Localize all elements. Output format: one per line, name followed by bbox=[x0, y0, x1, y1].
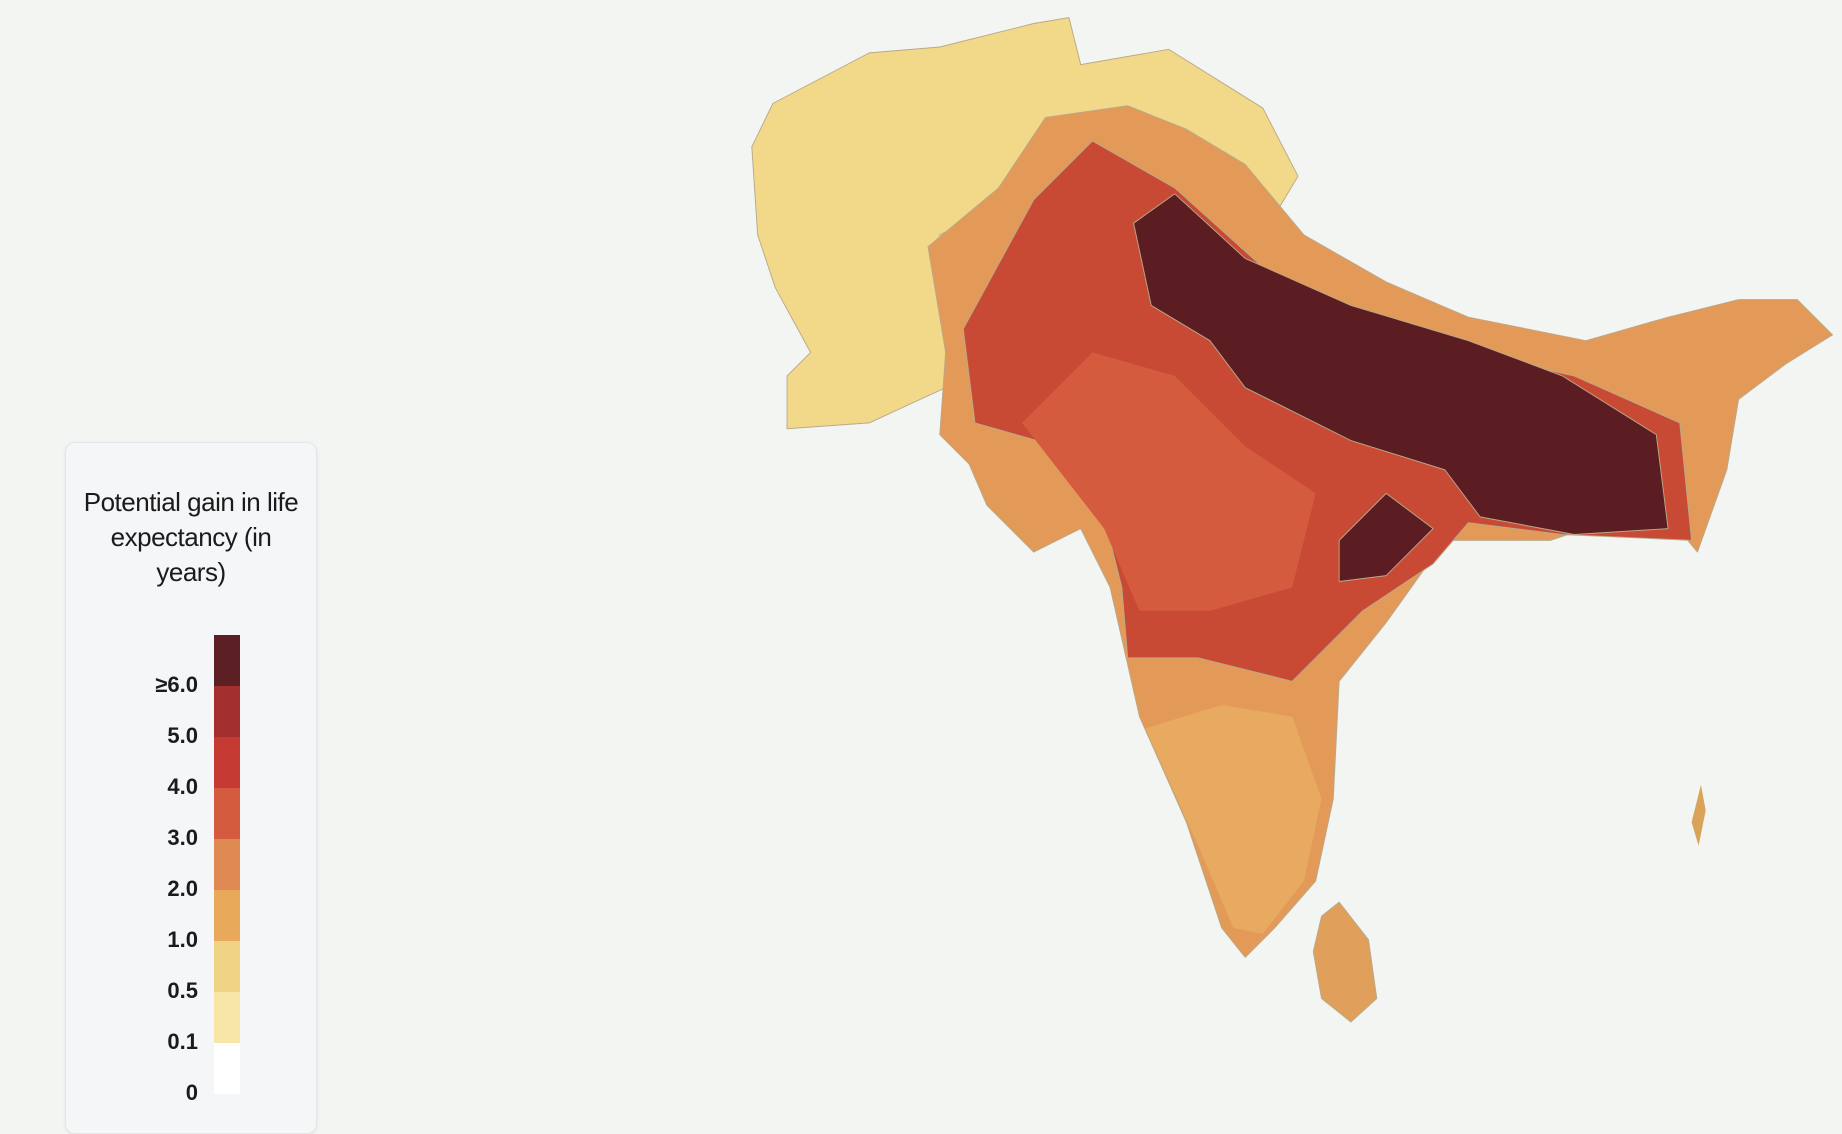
legend-label: ≥6.0 bbox=[155, 672, 198, 697]
legend-label: 3.0 bbox=[167, 825, 198, 850]
region-south bbox=[1145, 704, 1322, 934]
legend-swatch bbox=[214, 1043, 240, 1094]
legend-label: 5.0 bbox=[167, 723, 198, 748]
legend-swatch bbox=[214, 839, 240, 890]
legend-swatch bbox=[214, 941, 240, 992]
legend-swatch bbox=[214, 992, 240, 1043]
legend-label: 4.0 bbox=[167, 774, 198, 799]
legend-swatch bbox=[214, 635, 240, 686]
legend-scale: ≥6.0 5.0 4.0 3.0 2.0 1.0 0.5 0.1 0 bbox=[155, 635, 240, 1105]
legend-title: Potential gain in life expectancy (in ye… bbox=[83, 487, 299, 587]
region-mid bbox=[1021, 352, 1316, 611]
region-gangetic bbox=[1133, 193, 1669, 535]
legend-label: 0.5 bbox=[167, 978, 198, 1003]
legend-swatch bbox=[214, 788, 240, 839]
legend-label: 0 bbox=[186, 1080, 198, 1105]
legend-label: 1.0 bbox=[167, 927, 198, 952]
legend-swatch bbox=[214, 737, 240, 788]
legend-label: 2.0 bbox=[167, 876, 198, 901]
legend-swatch bbox=[214, 890, 240, 941]
region-east bbox=[1338, 492, 1434, 582]
islands bbox=[1691, 784, 1706, 846]
legend-label: 0.1 bbox=[167, 1029, 198, 1054]
legend-swatch bbox=[214, 686, 240, 737]
legend: Potential gain in life expectancy (in ye… bbox=[65, 442, 317, 1134]
sri-lanka bbox=[1312, 901, 1378, 1023]
